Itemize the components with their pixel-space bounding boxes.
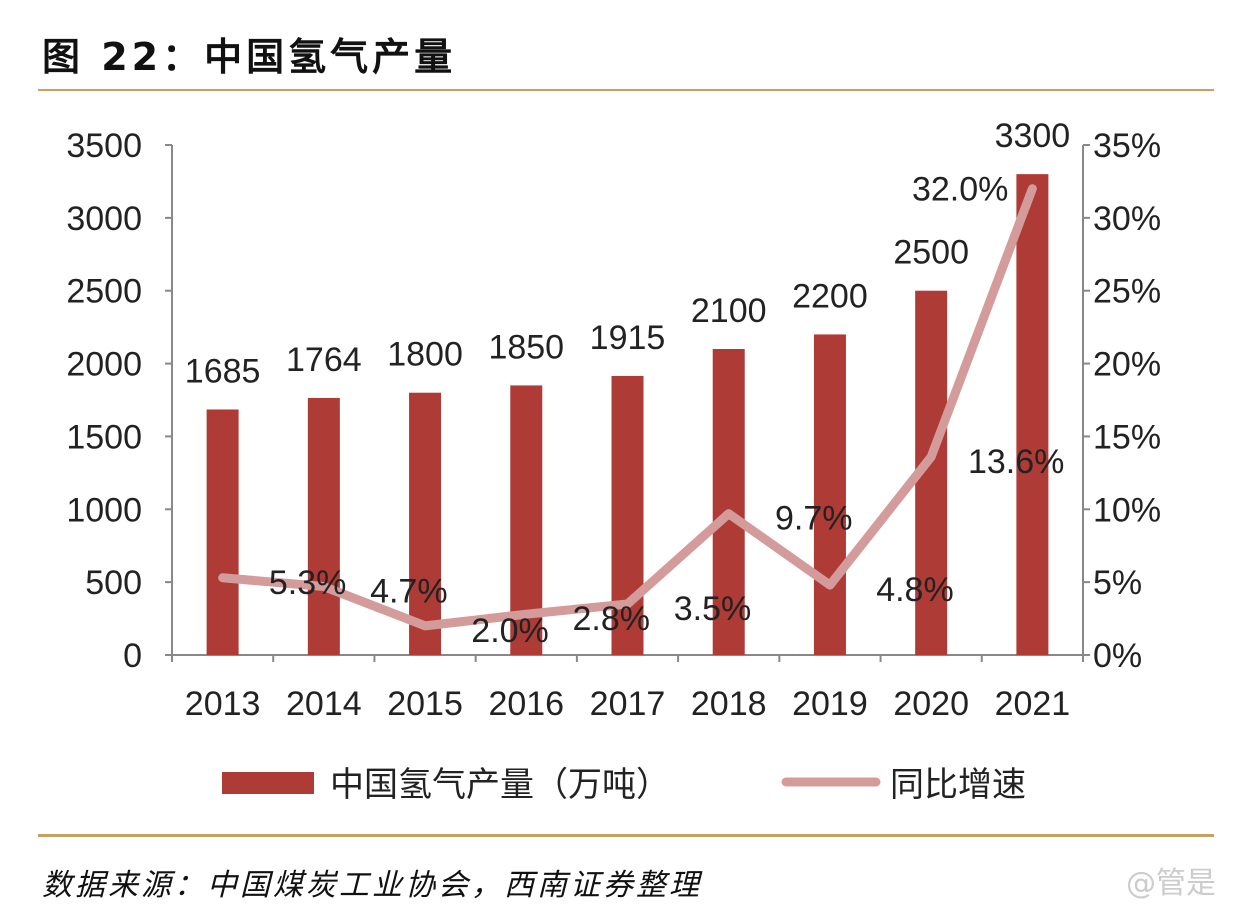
left-tick-label: 2000 xyxy=(66,346,142,384)
source-note: 数据来源：中国煤炭工业协会，西南证券整理 xyxy=(42,868,702,903)
right-tick-label: 25% xyxy=(1093,273,1161,311)
bar-value-label: 2200 xyxy=(792,277,868,315)
growth-value-label: 5.3% xyxy=(269,564,347,602)
left-tick-label: 2500 xyxy=(66,273,142,311)
x-tick-label: 2013 xyxy=(185,685,261,723)
growth-value-label: 13.6% xyxy=(968,443,1064,481)
growth-value-label: 2.8% xyxy=(573,600,651,638)
bar-value-label: 1685 xyxy=(185,352,261,390)
bar-2021 xyxy=(1016,174,1049,655)
watermark: @管是 xyxy=(1126,866,1216,901)
right-tick-label: 35% xyxy=(1093,127,1161,165)
top-divider xyxy=(38,89,1214,91)
bar-value-label: 3300 xyxy=(995,117,1071,155)
x-tick-label: 2019 xyxy=(792,685,868,723)
bar-2013 xyxy=(206,409,239,655)
growth-value-label: 9.7% xyxy=(775,500,853,538)
bar-value-label: 1764 xyxy=(286,341,362,379)
bar-2018 xyxy=(712,349,745,655)
bar-value-label: 1850 xyxy=(488,328,564,366)
bar-value-label: 2100 xyxy=(691,292,767,330)
legend-bar-swatch xyxy=(222,772,314,794)
left-tick-label: 500 xyxy=(85,564,142,602)
right-tick-label: 0% xyxy=(1093,637,1142,675)
left-tick-label: 3000 xyxy=(66,200,142,238)
right-tick-label: 15% xyxy=(1093,418,1161,456)
x-tick-label: 2017 xyxy=(590,685,666,723)
bar-value-label: 1915 xyxy=(590,319,666,357)
growth-value-label: 2.0% xyxy=(471,612,549,650)
bar-2015 xyxy=(409,392,442,655)
right-tick-label: 30% xyxy=(1093,200,1161,238)
x-tick-label: 2015 xyxy=(387,685,463,723)
bottom-divider xyxy=(38,834,1214,837)
bar-2014 xyxy=(307,397,340,655)
bar-value-label: 2500 xyxy=(893,234,969,272)
left-tick-label: 1000 xyxy=(66,491,142,529)
legend-line-label: 同比增速 xyxy=(890,766,1026,804)
right-tick-label: 5% xyxy=(1093,564,1142,602)
legend-bar-label: 中国氢气产量（万吨） xyxy=(330,766,670,804)
x-tick-label: 2018 xyxy=(691,685,767,723)
left-tick-label: 3500 xyxy=(66,127,142,165)
figure-title: 图 22：中国氢气产量 xyxy=(42,35,457,79)
bar-2019 xyxy=(813,334,846,655)
right-tick-label: 20% xyxy=(1093,346,1161,384)
x-tick-label: 2014 xyxy=(286,685,362,723)
growth-value-label: 32.0% xyxy=(912,171,1008,209)
growth-value-label: 4.8% xyxy=(876,571,954,609)
right-tick-label: 10% xyxy=(1093,491,1161,529)
left-tick-label: 0 xyxy=(123,637,142,675)
growth-value-label: 3.5% xyxy=(674,590,752,628)
left-tick-label: 1500 xyxy=(66,418,142,456)
x-tick-label: 2016 xyxy=(488,685,564,723)
bar-value-label: 1800 xyxy=(387,336,463,374)
growth-value-label: 4.7% xyxy=(370,573,448,611)
x-tick-label: 2020 xyxy=(893,685,969,723)
x-tick-label: 2021 xyxy=(995,685,1071,723)
